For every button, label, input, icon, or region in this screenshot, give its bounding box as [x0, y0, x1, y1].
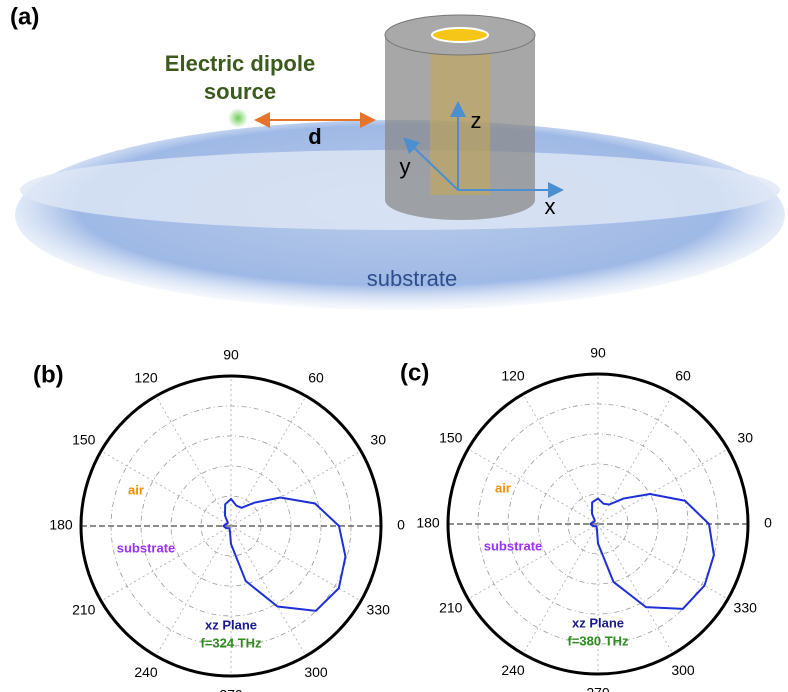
- source-label: source: [204, 79, 276, 104]
- annotation: f=324 THz: [200, 635, 262, 650]
- angle-label: 120: [134, 369, 158, 385]
- annotation: air: [495, 480, 511, 495]
- figure: (a) Electric dipole source d z y x subst…: [0, 0, 788, 692]
- angle-label: 270: [219, 687, 243, 692]
- substrate-label: substrate: [367, 266, 458, 291]
- angle-label: 210: [72, 602, 96, 618]
- grid-spoke: [101, 526, 231, 601]
- grid-spoke: [156, 396, 231, 526]
- source-label: Electric dipole: [165, 51, 315, 76]
- grid-spoke: [598, 449, 728, 524]
- angle-label: 210: [439, 600, 463, 616]
- pattern-curve: [591, 494, 714, 609]
- angle-label: 0: [397, 517, 405, 533]
- angle-label: 180: [416, 515, 440, 531]
- annotation: substrate: [484, 538, 543, 553]
- grid-spoke: [231, 451, 361, 526]
- angle-label: 90: [590, 345, 606, 361]
- angle-label: 240: [501, 662, 525, 678]
- panel-label: (c): [400, 359, 429, 386]
- angle-label: 240: [134, 664, 158, 680]
- angle-label: 90: [223, 347, 239, 363]
- annotation: air: [128, 482, 144, 497]
- angle-label: 120: [501, 367, 525, 383]
- angle-label: 150: [439, 430, 463, 446]
- core-top: [432, 28, 488, 42]
- grid-spoke: [468, 524, 598, 599]
- angle-label: 30: [737, 430, 753, 446]
- annotation: xz Plane: [205, 617, 257, 632]
- angle-label: 0: [764, 515, 772, 531]
- dipole: [228, 108, 248, 128]
- angle-label: 300: [304, 664, 328, 680]
- annotation: substrate: [117, 540, 176, 555]
- annotation: xz Plane: [572, 615, 624, 630]
- axis-label: y: [400, 154, 411, 179]
- axis-label: x: [545, 194, 556, 219]
- distance-label: d: [308, 124, 321, 149]
- schematic: (a) Electric dipole source d z y x subst…: [10, 3, 785, 310]
- panel-label: (b): [33, 361, 64, 388]
- axis-label: z: [471, 108, 482, 133]
- grid-spoke: [101, 451, 231, 526]
- panel-label: (a): [10, 3, 39, 30]
- angle-label: 60: [308, 369, 324, 385]
- grid-spoke: [523, 394, 598, 524]
- annotation: f=380 THz: [567, 633, 629, 648]
- grid-spoke: [468, 449, 598, 524]
- angle-label: 270: [586, 685, 610, 692]
- angle-label: 150: [72, 432, 96, 448]
- angle-label: 180: [49, 517, 73, 533]
- angle-label: 300: [671, 662, 695, 678]
- angle-label: 330: [367, 602, 391, 618]
- angle-label: 30: [370, 432, 386, 448]
- angle-label: 330: [734, 600, 758, 616]
- grid-spoke: [598, 524, 728, 599]
- angle-label: 60: [675, 367, 691, 383]
